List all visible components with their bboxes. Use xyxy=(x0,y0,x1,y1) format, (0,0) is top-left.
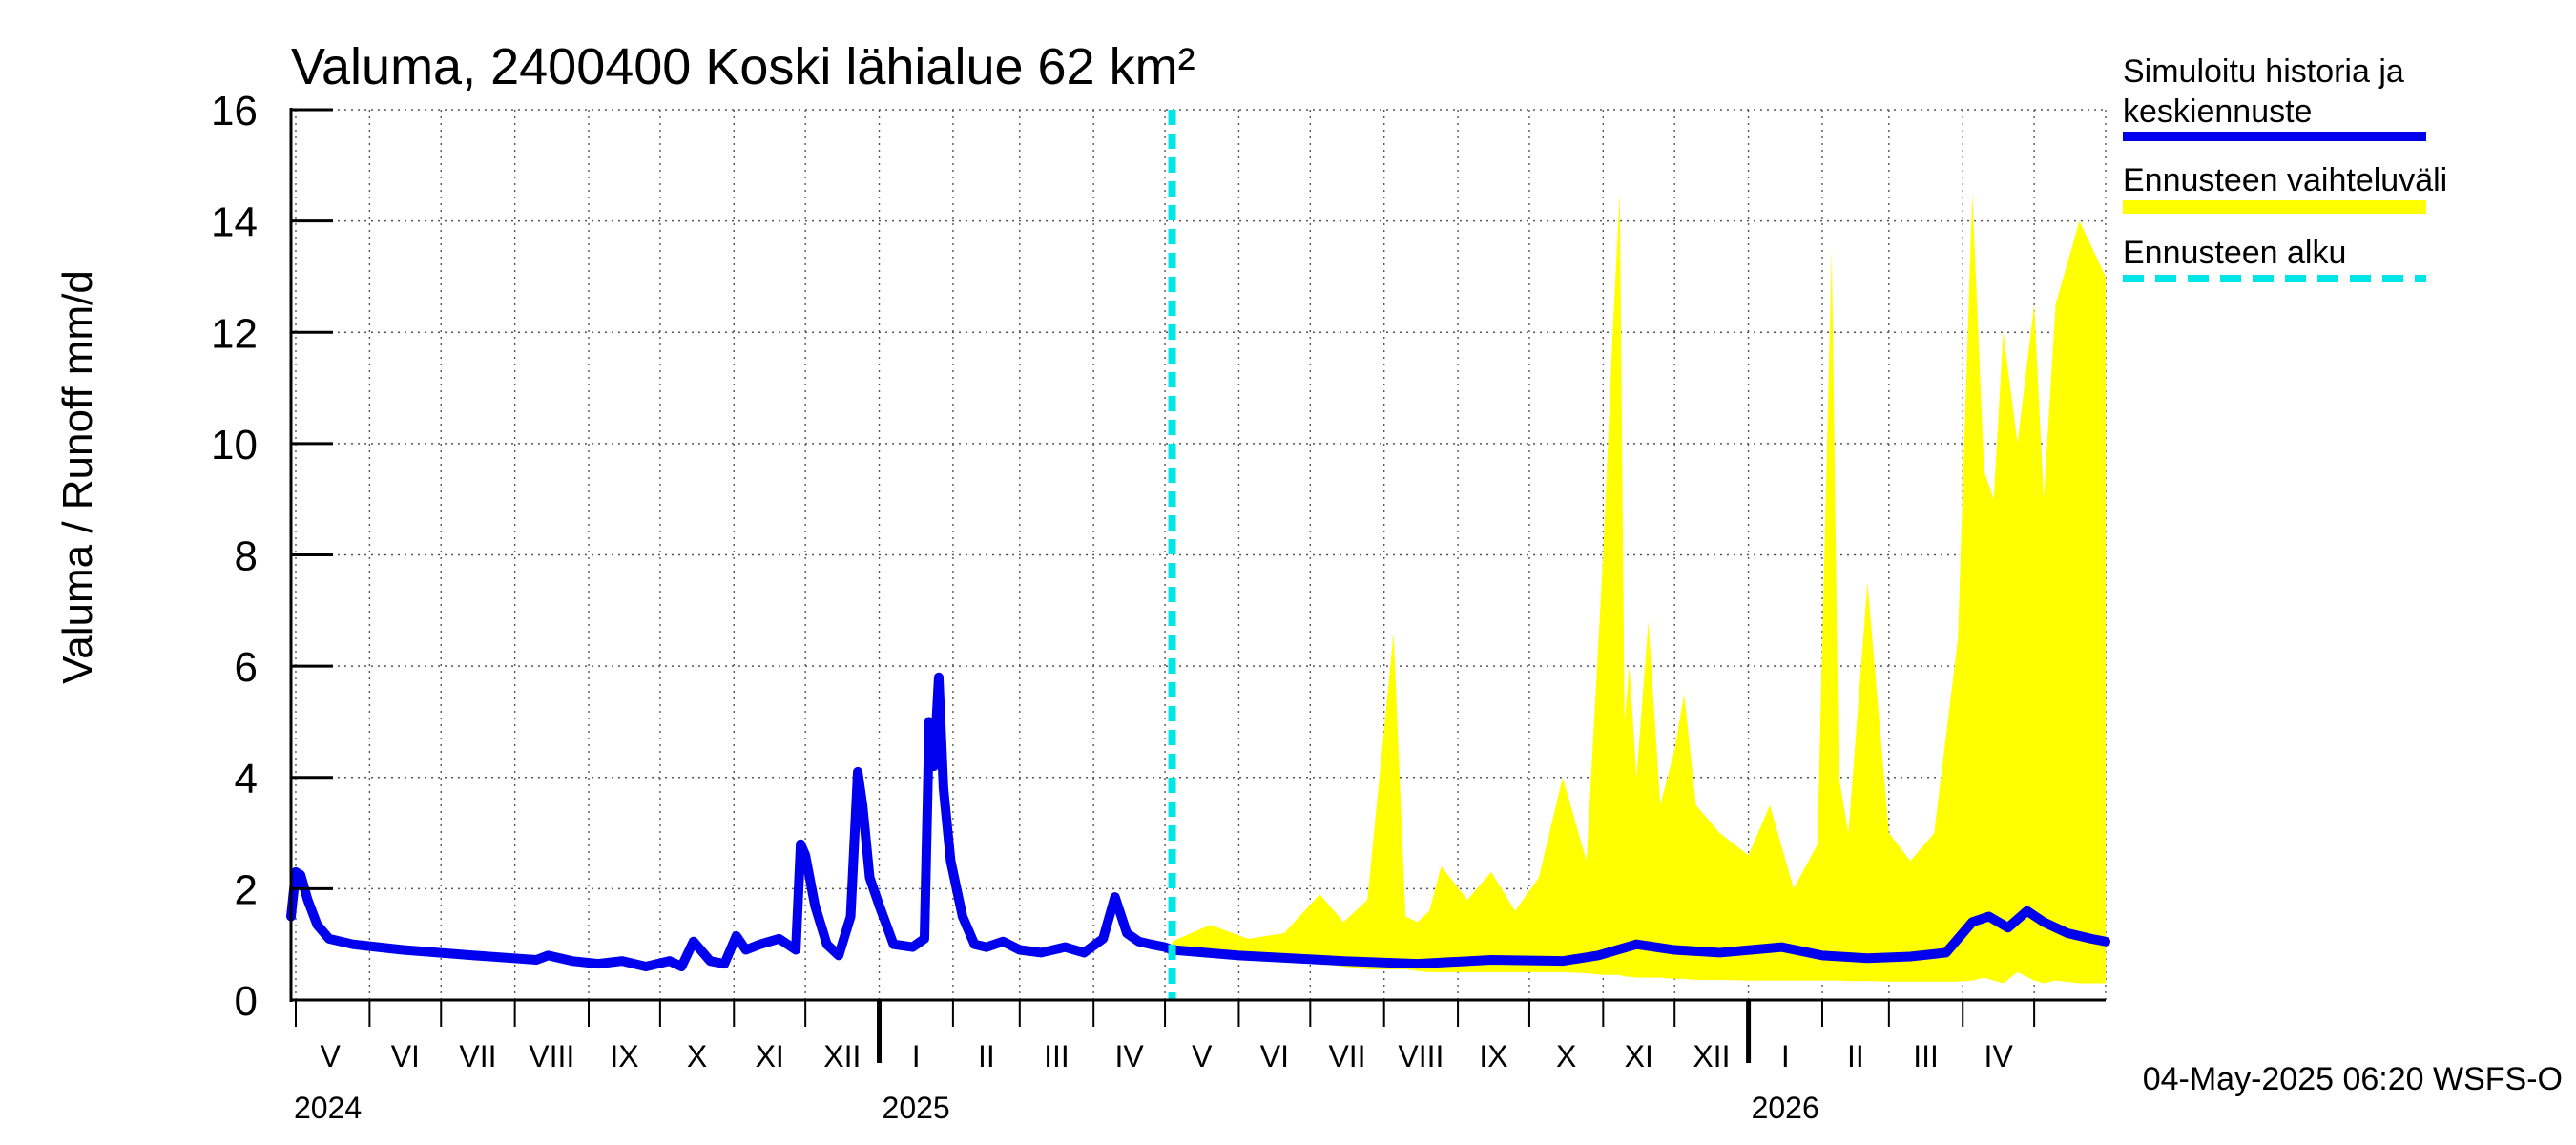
year-label: 2025 xyxy=(883,1091,950,1125)
month-label: V xyxy=(1192,1039,1213,1073)
footer-timestamp: 04-May-2025 06:20 WSFS-O xyxy=(2143,1061,2563,1097)
legend-history-label-1: Simuloitu historia ja xyxy=(2123,53,2404,90)
plot-axes xyxy=(289,108,2106,1063)
month-label: XI xyxy=(756,1039,784,1073)
month-label: VIII xyxy=(529,1039,574,1073)
y-tick-label: 8 xyxy=(235,533,258,580)
month-label: VIII xyxy=(1398,1039,1444,1073)
month-label: XI xyxy=(1625,1039,1653,1073)
month-label: X xyxy=(687,1039,707,1073)
forecast-range-area xyxy=(1172,193,2106,984)
year-label: 2026 xyxy=(1752,1091,1819,1125)
month-label: XII xyxy=(823,1039,861,1073)
month-label: IV xyxy=(1114,1039,1144,1073)
month-label: I xyxy=(912,1039,921,1073)
y-tick-labels: 0 2 4 6 8 10 12 14 16 xyxy=(211,88,258,1025)
y-tick-label: 0 xyxy=(235,978,258,1025)
month-label: VII xyxy=(459,1039,496,1073)
chart-title: Valuma, 2400400 Koski lähialue 62 km² xyxy=(291,38,1195,95)
y-tick-label: 14 xyxy=(211,199,258,246)
month-label: XII xyxy=(1693,1039,1730,1073)
year-labels: 2024 2025 2026 xyxy=(294,1091,1819,1125)
history-series-line xyxy=(286,672,2110,972)
y-tick-label: 16 xyxy=(211,88,258,135)
month-label: VI xyxy=(1260,1039,1289,1073)
month-labels: V VI VII VIII IX X XI XII I II III IV V VI VII VIII IX X X… xyxy=(321,1039,2014,1073)
month-label: I xyxy=(1781,1039,1790,1073)
month-label: IX xyxy=(1479,1039,1507,1073)
legend-history-label-2: keskiennuste xyxy=(2123,94,2312,130)
month-label: V xyxy=(321,1039,342,1073)
forecast-range-band xyxy=(1172,193,2106,984)
month-label: IV xyxy=(1984,1039,2014,1073)
legend-forecast-label: Ennusteen alku xyxy=(2123,235,2346,271)
year-label: 2024 xyxy=(294,1091,362,1125)
y-tick-label: 2 xyxy=(235,866,258,913)
legend-range-label: Ennusteen vaihteluväli xyxy=(2123,162,2447,198)
month-label: IX xyxy=(610,1039,638,1073)
y-tick-label: 10 xyxy=(211,422,258,468)
history-line-path xyxy=(286,672,2110,972)
month-label: III xyxy=(1913,1039,1939,1073)
month-label: III xyxy=(1044,1039,1070,1073)
month-label: II xyxy=(1847,1039,1864,1073)
y-axis-label: Valuma / Runoff mm/d xyxy=(54,270,101,684)
y-tick-label: 6 xyxy=(235,644,258,691)
month-label: X xyxy=(1556,1039,1576,1073)
legend: Simuloitu historia ja keskiennuste Ennus… xyxy=(2123,53,2447,282)
month-label: VII xyxy=(1328,1039,1365,1073)
month-label: II xyxy=(978,1039,995,1073)
y-tick-label: 4 xyxy=(235,756,258,802)
month-label: VI xyxy=(391,1039,420,1073)
y-tick-label: 12 xyxy=(211,310,258,357)
